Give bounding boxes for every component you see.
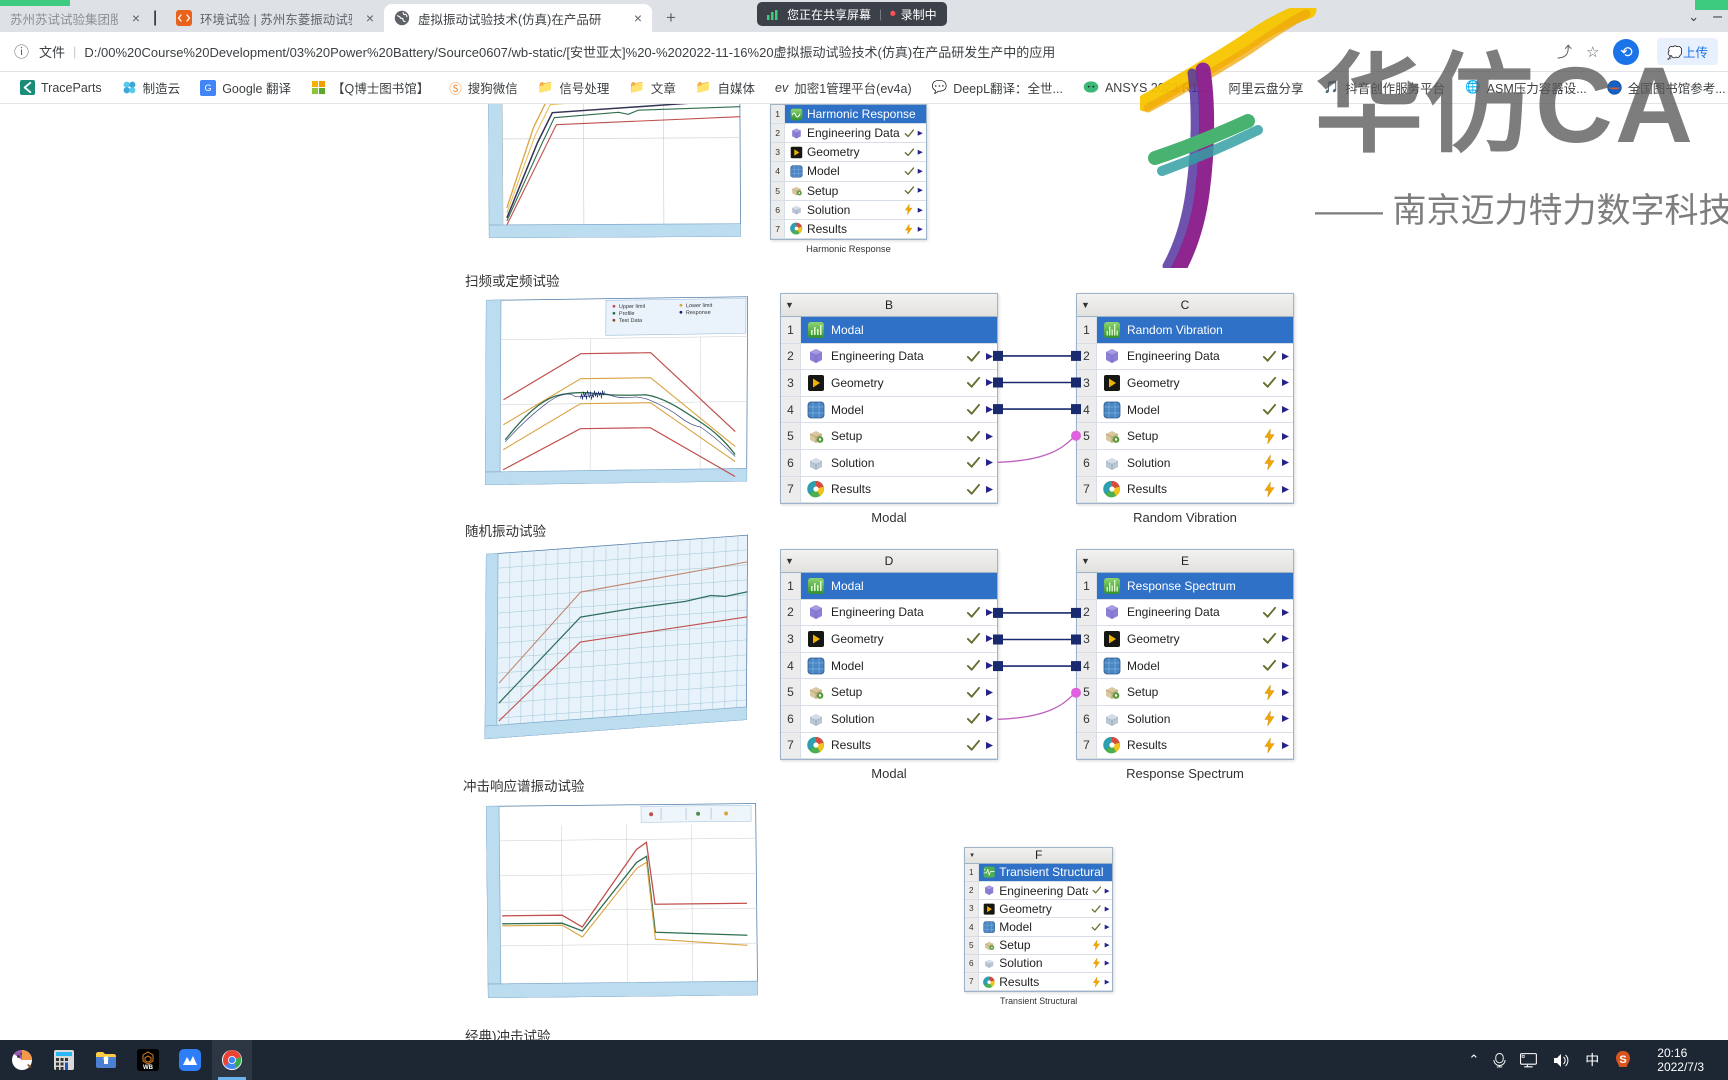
svg-text:Test Data: Test Data bbox=[619, 318, 643, 324]
svg-text:Response: Response bbox=[686, 310, 711, 316]
svg-text:WB: WB bbox=[143, 1065, 154, 1071]
svg-text:Upper limit: Upper limit bbox=[619, 304, 646, 310]
svg-text:S: S bbox=[1620, 1054, 1627, 1066]
svg-text:Profile: Profile bbox=[619, 311, 635, 317]
svg-text:Lower limit: Lower limit bbox=[686, 303, 713, 309]
